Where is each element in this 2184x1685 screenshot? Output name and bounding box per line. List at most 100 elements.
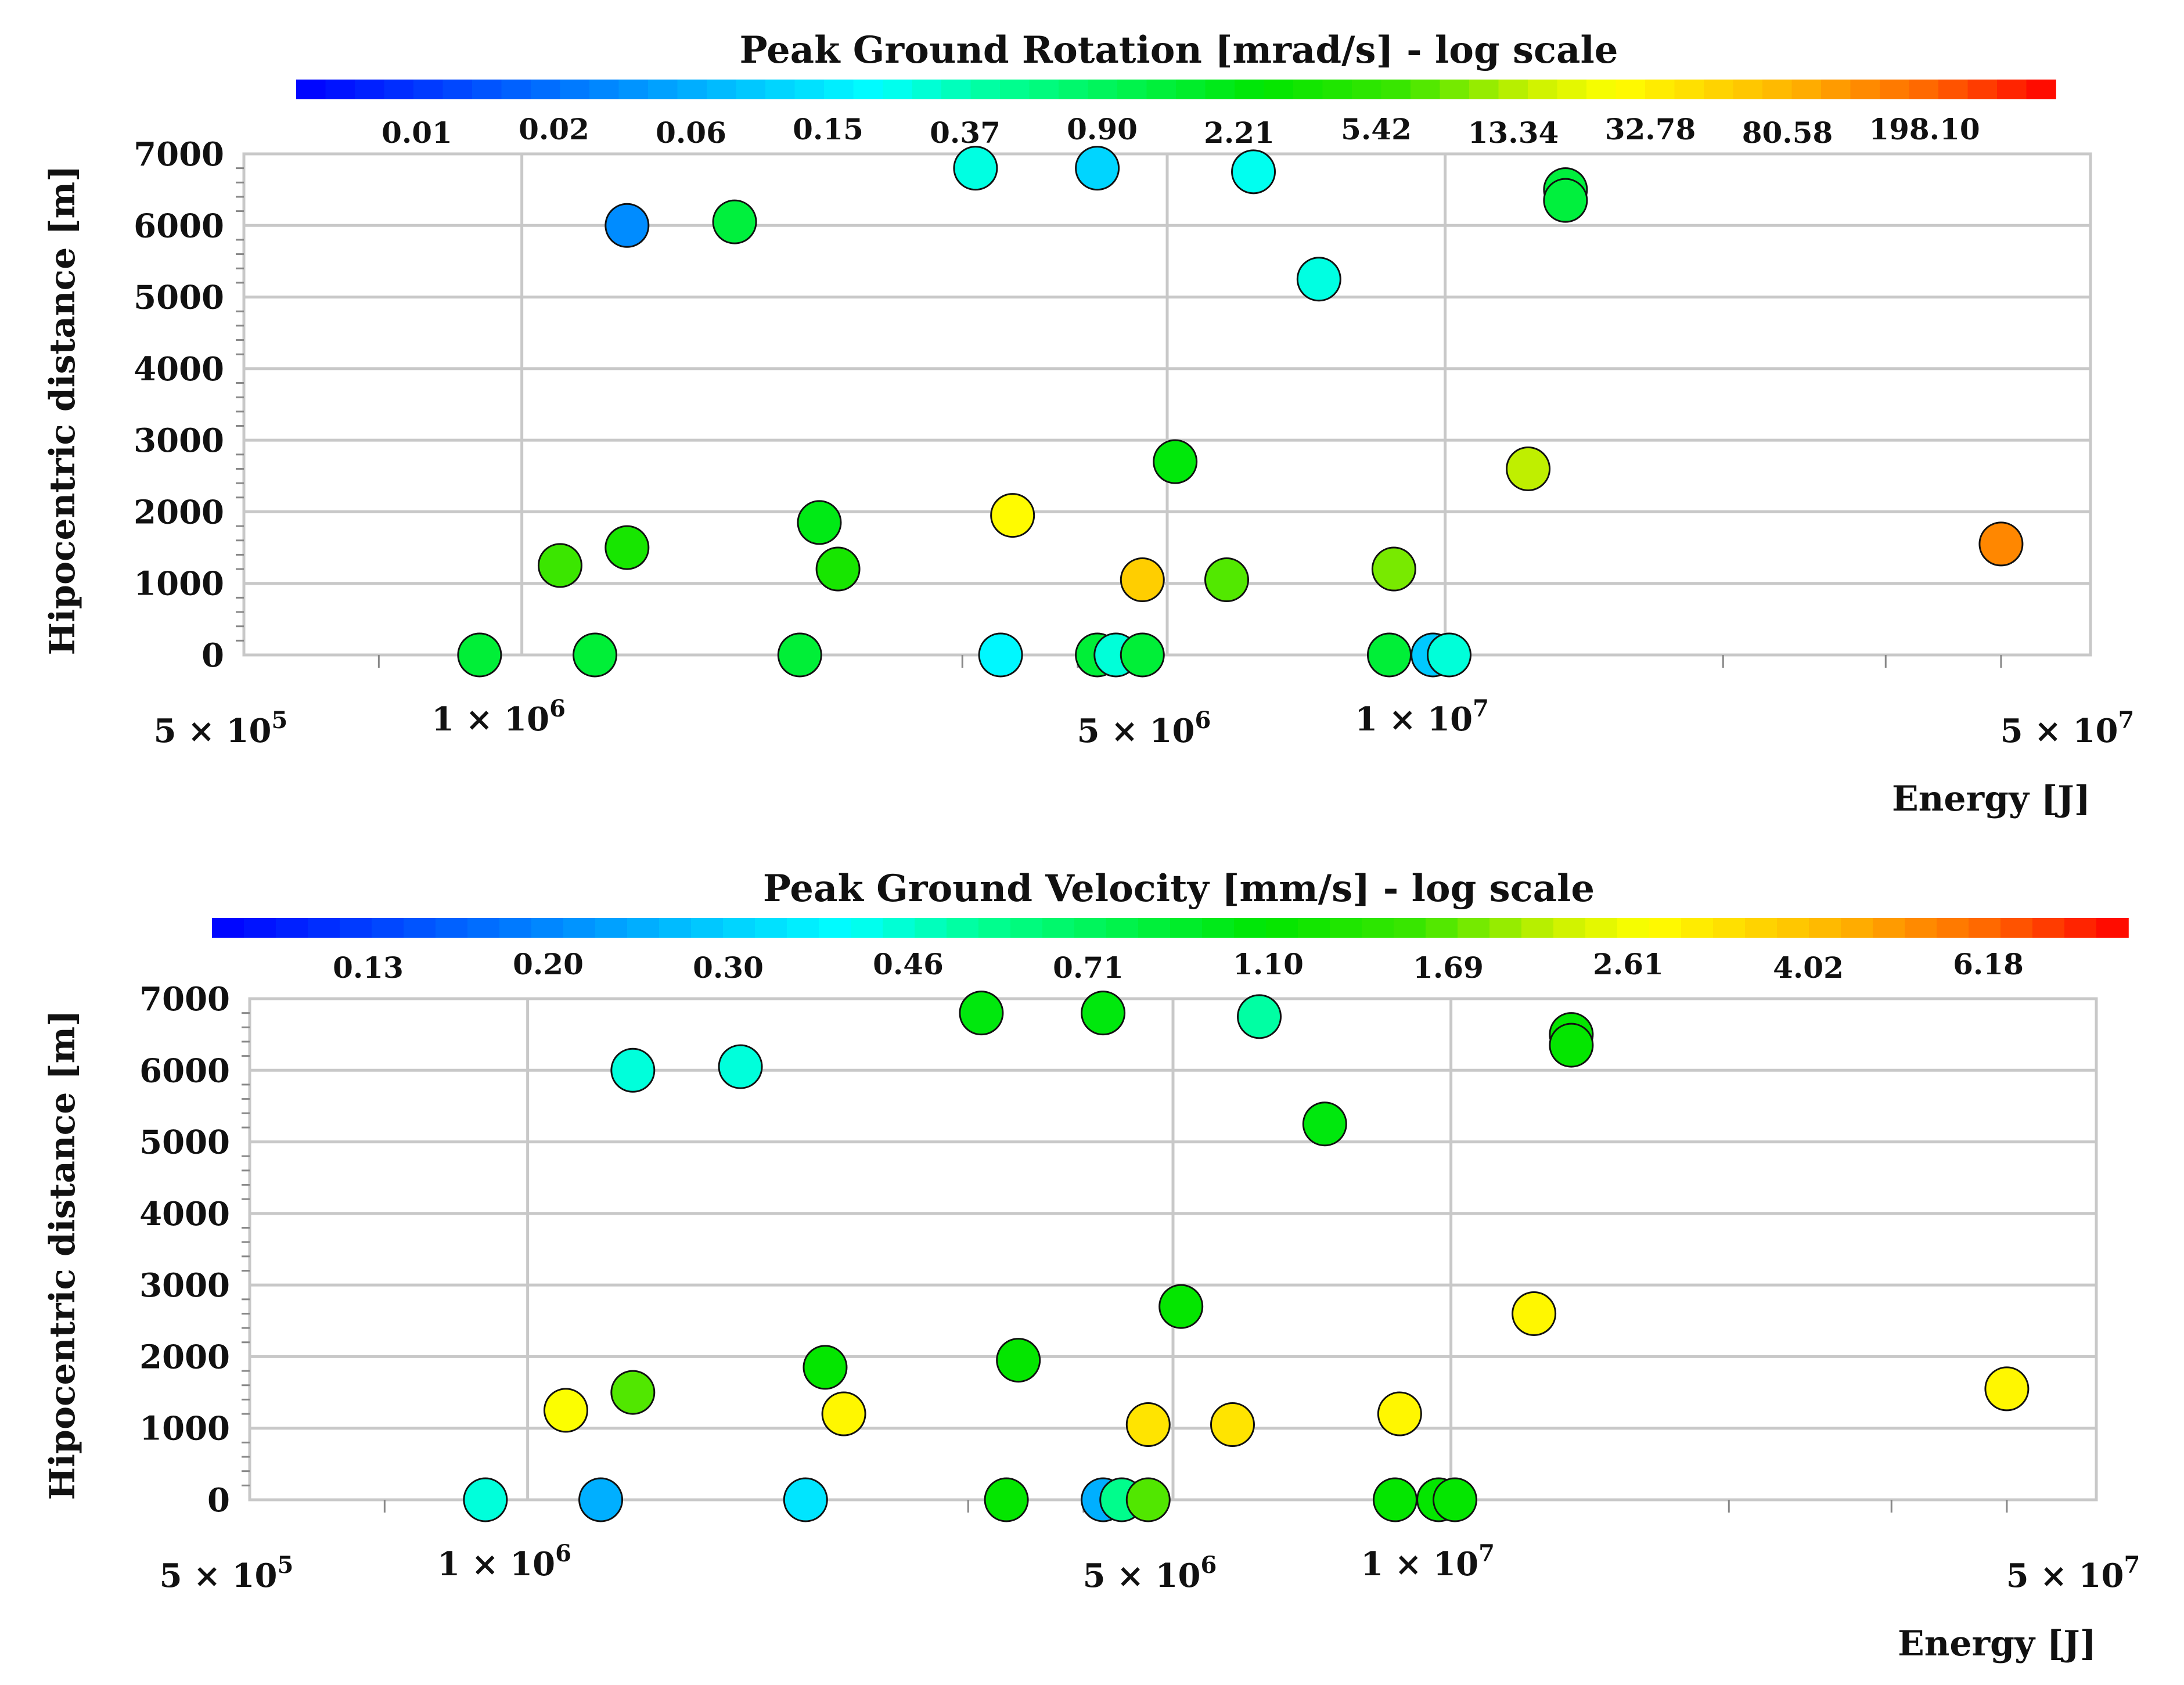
- velocity-data-point: [1433, 1477, 1478, 1522]
- rotation-colorbar-segment: [472, 80, 502, 99]
- rotation-data-point: [605, 203, 650, 248]
- rotation-colorbar-segment: [883, 80, 913, 99]
- velocity-colorbar-segment: [563, 918, 596, 938]
- rotation-y-tick-label: 1000: [134, 565, 224, 603]
- rotation-data-point: [990, 493, 1035, 538]
- rotation-colorbar-segment: [1704, 80, 1734, 99]
- rotation-data-point: [1153, 439, 1198, 484]
- rotation-data-point: [457, 632, 502, 678]
- velocity-colorbar-segment: [1873, 918, 1905, 938]
- velocity-colorbar-segment: [276, 918, 308, 938]
- rotation-y-tick-label: 6000: [134, 207, 224, 245]
- velocity-colorbar-segment: [1841, 918, 1873, 938]
- rotation-x-tick-exponent: 7: [1473, 695, 1489, 722]
- rotation-data-point: [605, 525, 650, 570]
- rotation-colorbar-segment: [1088, 80, 1118, 99]
- rotation-data-point: [537, 543, 582, 588]
- rotation-colorbar-segment: [1205, 80, 1235, 99]
- rotation-colorbar-segment: [1997, 80, 2027, 99]
- velocity-colorbar-segment: [212, 918, 244, 938]
- velocity-colorbar-segment: [1074, 918, 1107, 938]
- rotation-colorbar-segment: [1880, 80, 1910, 99]
- rotation-colorbar: 0.01 0.02 0.06 0.15 0.37 0.90 2.21 5.42 13.34 32.…: [296, 80, 2056, 150]
- velocity-data-point: [1302, 1101, 1347, 1147]
- velocity-colorbar-segment: [1394, 918, 1426, 938]
- rotation-x-axis-label: Energy [J]: [1892, 779, 2091, 819]
- velocity-colorbar-segment: [2032, 918, 2065, 938]
- velocity-x-tick-label: 5 × 106: [1083, 1551, 1217, 1595]
- velocity-data-point: [578, 1477, 624, 1522]
- velocity-data-point: [1984, 1366, 2030, 1412]
- velocity-colorbar-segment: [2096, 918, 2129, 938]
- rotation-colorbar-segment: [1498, 80, 1528, 99]
- velocity-colorbar-tick-label: 4.02: [1773, 950, 1844, 985]
- rotation-data-point: [1366, 632, 1412, 678]
- rotation-colorbar-tick-label: 32.78: [1605, 112, 1696, 146]
- velocity-colorbar-segment: [691, 918, 724, 938]
- rotation-colorbar-segment: [1733, 80, 1763, 99]
- rotation-colorbar-segment: [1352, 80, 1382, 99]
- velocity-x-tick-exponent: 7: [2124, 1551, 2140, 1579]
- rotation-colorbar-segment: [1967, 80, 1998, 99]
- rotation-colorbar-segment: [1411, 80, 1441, 99]
- velocity-colorbar-segment: [1681, 918, 1714, 938]
- velocity-x-tick-base: 5 × 10: [2006, 1557, 2124, 1595]
- rotation-y-tick-label: 7000: [134, 135, 224, 174]
- rotation-colorbar-segment: [1235, 80, 1265, 99]
- rotation-x-tick-base: 1 × 10: [1355, 700, 1473, 739]
- velocity-colorbar-segment: [1489, 918, 1522, 938]
- velocity-data-point: [1125, 1402, 1171, 1448]
- velocity-x-tick-base: 5 × 10: [1083, 1557, 1201, 1595]
- rotation-colorbar-tick-label: 0.02: [519, 112, 589, 146]
- velocity-data-point: [959, 991, 1004, 1036]
- rotation-colorbar-segment: [1469, 80, 1499, 99]
- velocity-colorbar-segment: [1713, 918, 1746, 938]
- velocity-colorbar-segment: [1362, 918, 1394, 938]
- rotation-colorbar-segment: [1674, 80, 1704, 99]
- rotation-x-tick-base: 5 × 10: [1077, 712, 1195, 750]
- velocity-colorbar-segment: [1905, 918, 1937, 938]
- rotation-x-tick-label: 1 × 107: [1355, 695, 1489, 739]
- rotation-x-tick-label: 1 × 106: [431, 695, 566, 739]
- velocity-data-point: [1549, 1022, 1594, 1068]
- velocity-colorbar-segment: [787, 918, 819, 938]
- velocity-data-point: [1512, 1291, 1557, 1336]
- rotation-x-tick-exponent: 6: [549, 695, 566, 722]
- rotation-data-point: [1506, 446, 1551, 491]
- rotation-colorbar-segment: [677, 80, 707, 99]
- velocity-x-tick-base: 5 × 10: [160, 1557, 278, 1595]
- rotation-colorbar-segment: [1938, 80, 1969, 99]
- rotation-colorbar-tick-label: 0.37: [930, 116, 1001, 150]
- rotation-x-tick-exponent: 7: [2118, 707, 2134, 734]
- velocity-data-point: [783, 1477, 828, 1522]
- rotation-colorbar-title: Peak Ground Rotation [mrad/s] - log scal…: [740, 28, 1618, 72]
- velocity-data-point: [1237, 994, 1282, 1039]
- velocity-data-point: [610, 1047, 656, 1093]
- velocity-x-tick-base: 1 × 10: [437, 1545, 555, 1583]
- velocity-x-axis-label: Energy [J]: [1898, 1623, 2096, 1664]
- velocity-colorbar-segment: [244, 918, 276, 938]
- velocity-x-tick-exponent: 5: [277, 1551, 293, 1579]
- velocity-colorbar-segment: [1170, 918, 1203, 938]
- velocity-colorbar-segment: [659, 918, 692, 938]
- velocity-colorbar-segment: [883, 918, 915, 938]
- velocity-y-tick-label: 0: [207, 1481, 230, 1520]
- velocity-data-point: [1377, 1391, 1422, 1436]
- rotation-y-tick-label: 2000: [134, 493, 224, 531]
- rotation-colorbar-segment: [1528, 80, 1558, 99]
- velocity-colorbar-segment: [1298, 918, 1330, 938]
- velocity-y-tick-label: 2000: [139, 1338, 230, 1376]
- velocity-y-tick-label: 5000: [139, 1124, 230, 1162]
- rotation-data-point: [797, 500, 842, 545]
- velocity-colorbar-tick-label: 0.20: [513, 947, 584, 981]
- velocity-colorbar: 0.13 0.20 0.30 0.46 0.71 1.10 1.69 2.61 4.02 6.18: [212, 918, 2129, 985]
- rotation-colorbar-segment: [941, 80, 972, 99]
- rotation-colorbar-segment: [648, 80, 678, 99]
- velocity-colorbar-tick-label: 0.30: [693, 950, 764, 985]
- rotation-data-point: [815, 546, 861, 592]
- velocity-colorbar-segment: [467, 918, 500, 938]
- velocity-colorbar-segment: [723, 918, 755, 938]
- rotation-colorbar-segment: [355, 80, 385, 99]
- rotation-colorbar-segment: [853, 80, 883, 99]
- velocity-data-point: [463, 1477, 508, 1522]
